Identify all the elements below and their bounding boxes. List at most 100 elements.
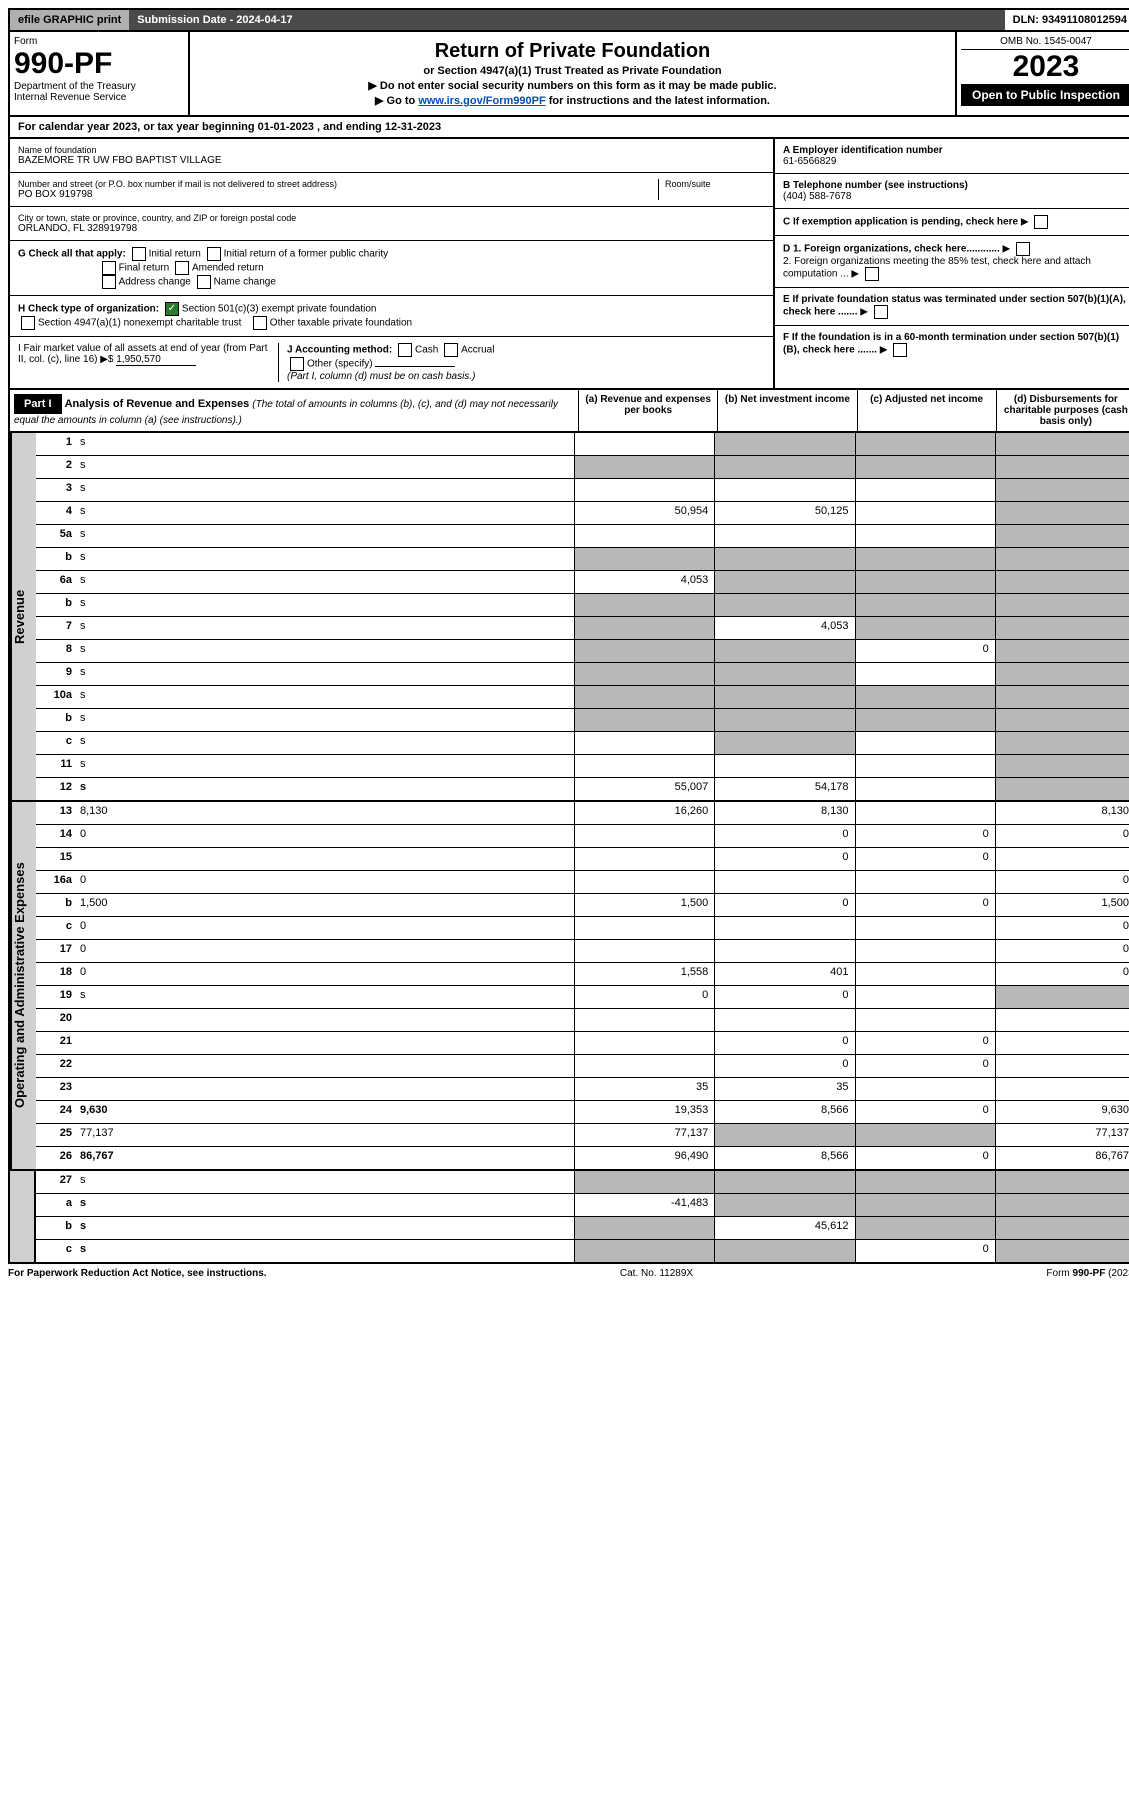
terminated-checkbox[interactable]	[874, 305, 888, 319]
4947-checkbox[interactable]	[21, 316, 35, 330]
address-change-checkbox[interactable]	[102, 275, 116, 289]
col-d-header: (d) Disbursements for charitable purpose…	[996, 390, 1129, 431]
cash-checkbox[interactable]	[398, 343, 412, 357]
name-change-checkbox[interactable]	[197, 275, 211, 289]
cell-a: 50,954	[574, 502, 714, 524]
cell-a	[574, 640, 714, 662]
other-taxable-checkbox[interactable]	[253, 316, 267, 330]
cell-c	[855, 686, 995, 708]
dept-text: Department of the Treasury	[14, 81, 184, 92]
row-desc: s	[76, 778, 574, 800]
table-row: 2s	[36, 456, 1129, 479]
row-number: c	[36, 1240, 76, 1262]
submission-date: Submission Date - 2024-04-17	[129, 10, 1004, 30]
d1-label: D 1. Foreign organizations, check here..…	[783, 244, 1000, 255]
row-number: 18	[36, 963, 76, 985]
cell-d	[995, 1194, 1129, 1216]
cell-d	[995, 663, 1129, 685]
cell-d	[995, 755, 1129, 777]
row-desc	[76, 1009, 574, 1031]
cell-b: 0	[714, 848, 854, 870]
col-c-header: (c) Adjusted net income	[857, 390, 996, 431]
cell-a	[574, 433, 714, 455]
cell-d	[995, 1217, 1129, 1239]
cell-d	[995, 479, 1129, 501]
row-desc	[76, 1078, 574, 1100]
cell-b	[714, 1124, 854, 1146]
ein-label: A Employer identification number	[783, 145, 943, 156]
row-number: 16a	[36, 871, 76, 893]
info-section: Name of foundation BAZEMORE TR UW FBO BA…	[8, 139, 1129, 390]
cell-a: 19,353	[574, 1101, 714, 1123]
initial-former-checkbox[interactable]	[207, 247, 221, 261]
cell-d: 0	[995, 940, 1129, 962]
cell-a	[574, 1217, 714, 1239]
cell-c	[855, 755, 995, 777]
addr-label: Number and street (or P.O. box number if…	[18, 179, 658, 189]
amended-checkbox[interactable]	[175, 261, 189, 275]
60month-checkbox[interactable]	[893, 343, 907, 357]
exemption-checkbox[interactable]	[1034, 215, 1048, 229]
cell-c	[855, 1124, 995, 1146]
cell-c	[855, 709, 995, 731]
cell-a: 96,490	[574, 1147, 714, 1169]
cell-c: 0	[855, 1055, 995, 1077]
row-desc: 0	[76, 940, 574, 962]
cell-b	[714, 594, 854, 616]
cell-c	[855, 963, 995, 985]
row-desc: s	[76, 755, 574, 777]
cell-a	[574, 1240, 714, 1262]
row-number: 5a	[36, 525, 76, 547]
cell-d	[995, 617, 1129, 639]
table-row: 9s	[36, 663, 1129, 686]
row-desc: 0	[76, 963, 574, 985]
row-desc: s	[76, 433, 574, 455]
col-b-header: (b) Net investment income	[717, 390, 856, 431]
cell-c	[855, 617, 995, 639]
row-number: 24	[36, 1101, 76, 1123]
row-desc: s	[76, 502, 574, 524]
foreign-checkbox[interactable]	[1016, 242, 1030, 256]
row-desc: s	[76, 1240, 574, 1262]
501c3-checkbox[interactable]	[165, 302, 179, 316]
cell-d	[995, 571, 1129, 593]
final-return-checkbox[interactable]	[102, 261, 116, 275]
row-number: 12	[36, 778, 76, 800]
table-row: 2577,13777,13777,137	[36, 1124, 1129, 1147]
cell-b	[714, 871, 854, 893]
other-method-checkbox[interactable]	[290, 357, 304, 371]
row-number: 20	[36, 1009, 76, 1031]
row-number: b	[36, 709, 76, 731]
cell-b	[714, 940, 854, 962]
omb-number: OMB No. 1545-0047	[961, 36, 1129, 50]
row-desc: s	[76, 1217, 574, 1239]
table-row: 27s	[36, 1171, 1129, 1194]
initial-return-checkbox[interactable]	[132, 247, 146, 261]
cell-c	[855, 802, 995, 824]
row-desc: s	[76, 686, 574, 708]
j-note: (Part I, column (d) must be on cash basi…	[287, 371, 475, 382]
open-public: Open to Public Inspection	[961, 84, 1129, 106]
form-title: Return of Private Foundation	[196, 40, 949, 63]
foreign85-checkbox[interactable]	[865, 267, 879, 281]
cell-a	[574, 525, 714, 547]
cell-c	[855, 571, 995, 593]
cell-b	[714, 479, 854, 501]
cell-c	[855, 456, 995, 478]
cell-c	[855, 1171, 995, 1193]
cell-a: 0	[574, 986, 714, 1008]
row-number: 3	[36, 479, 76, 501]
phone: (404) 588-7678	[783, 191, 851, 202]
cell-b: 0	[714, 1032, 854, 1054]
cell-d	[995, 1171, 1129, 1193]
row-number: b	[36, 1217, 76, 1239]
cell-c	[855, 917, 995, 939]
accrual-checkbox[interactable]	[444, 343, 458, 357]
cell-c	[855, 1009, 995, 1031]
cell-d	[995, 525, 1129, 547]
cell-b: 0	[714, 986, 854, 1008]
col-a-header: (a) Revenue and expenses per books	[578, 390, 717, 431]
cell-d	[995, 1032, 1129, 1054]
irs-link[interactable]: www.irs.gov/Form990PF	[418, 95, 545, 107]
cell-a: 55,007	[574, 778, 714, 800]
